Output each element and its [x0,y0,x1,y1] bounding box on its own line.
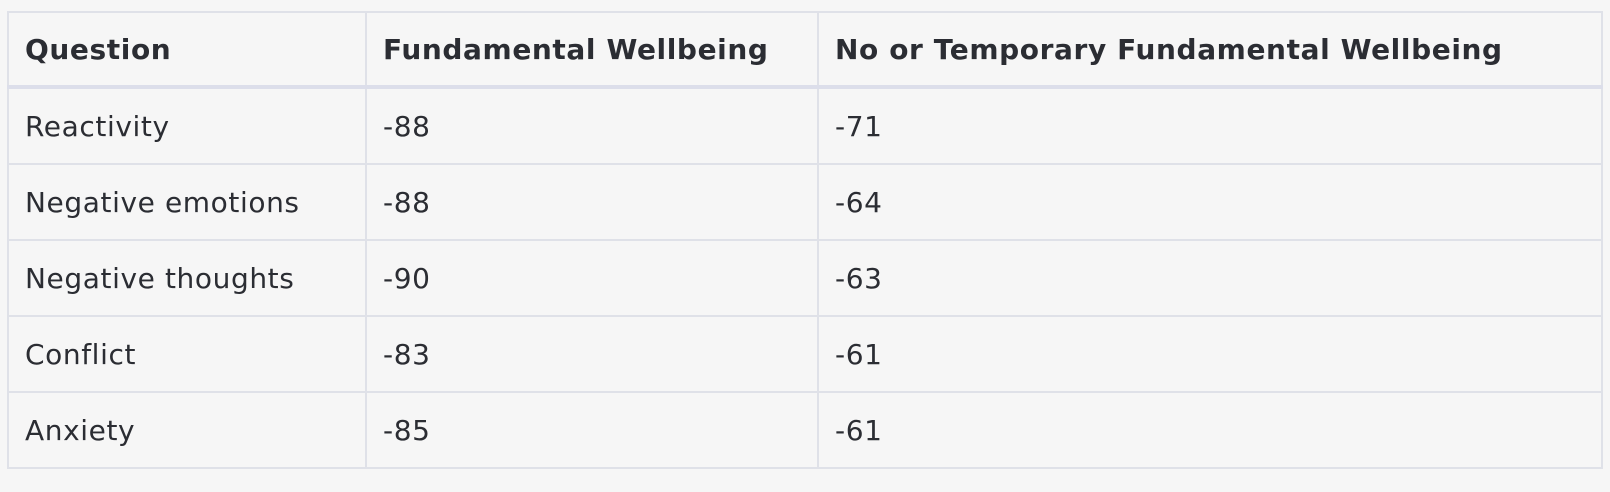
table-row: Negative thoughts -90 -63 [7,239,1603,317]
column-header-fundamental-wellbeing: Fundamental Wellbeing [365,11,819,89]
header-row: Question Fundamental Wellbeing No or Tem… [7,11,1603,89]
cell-question: Negative emotions [7,163,367,241]
cell-no-or-temporary-wellbeing: -61 [817,315,1603,393]
cell-fundamental-wellbeing: -85 [365,391,819,469]
column-header-no-or-temporary-fundamental-wellbeing: No or Temporary Fundamental Wellbeing [817,11,1603,89]
cell-question: Negative thoughts [7,239,367,317]
cell-no-or-temporary-wellbeing: -61 [817,391,1603,469]
cell-no-or-temporary-wellbeing: -64 [817,163,1603,241]
cell-question: Conflict [7,315,367,393]
column-header-question: Question [7,11,367,89]
cell-no-or-temporary-wellbeing: -71 [817,86,1603,165]
table-header: Question Fundamental Wellbeing No or Tem… [7,11,1603,89]
cell-question: Anxiety [7,391,367,469]
cell-fundamental-wellbeing: -90 [365,239,819,317]
cell-fundamental-wellbeing: -88 [365,163,819,241]
table-row: Conflict -83 -61 [7,315,1603,393]
table-container: Question Fundamental Wellbeing No or Tem… [7,11,1603,469]
table-row: Anxiety -85 -61 [7,391,1603,469]
cell-fundamental-wellbeing: -88 [365,86,819,165]
table-row: Reactivity -88 -71 [7,86,1603,165]
wellbeing-table: Question Fundamental Wellbeing No or Tem… [7,11,1603,469]
cell-no-or-temporary-wellbeing: -63 [817,239,1603,317]
cell-question: Reactivity [7,86,367,165]
table-row: Negative emotions -88 -64 [7,163,1603,241]
table-body: Reactivity -88 -71 Negative emotions -88… [7,86,1603,469]
cell-fundamental-wellbeing: -83 [365,315,819,393]
